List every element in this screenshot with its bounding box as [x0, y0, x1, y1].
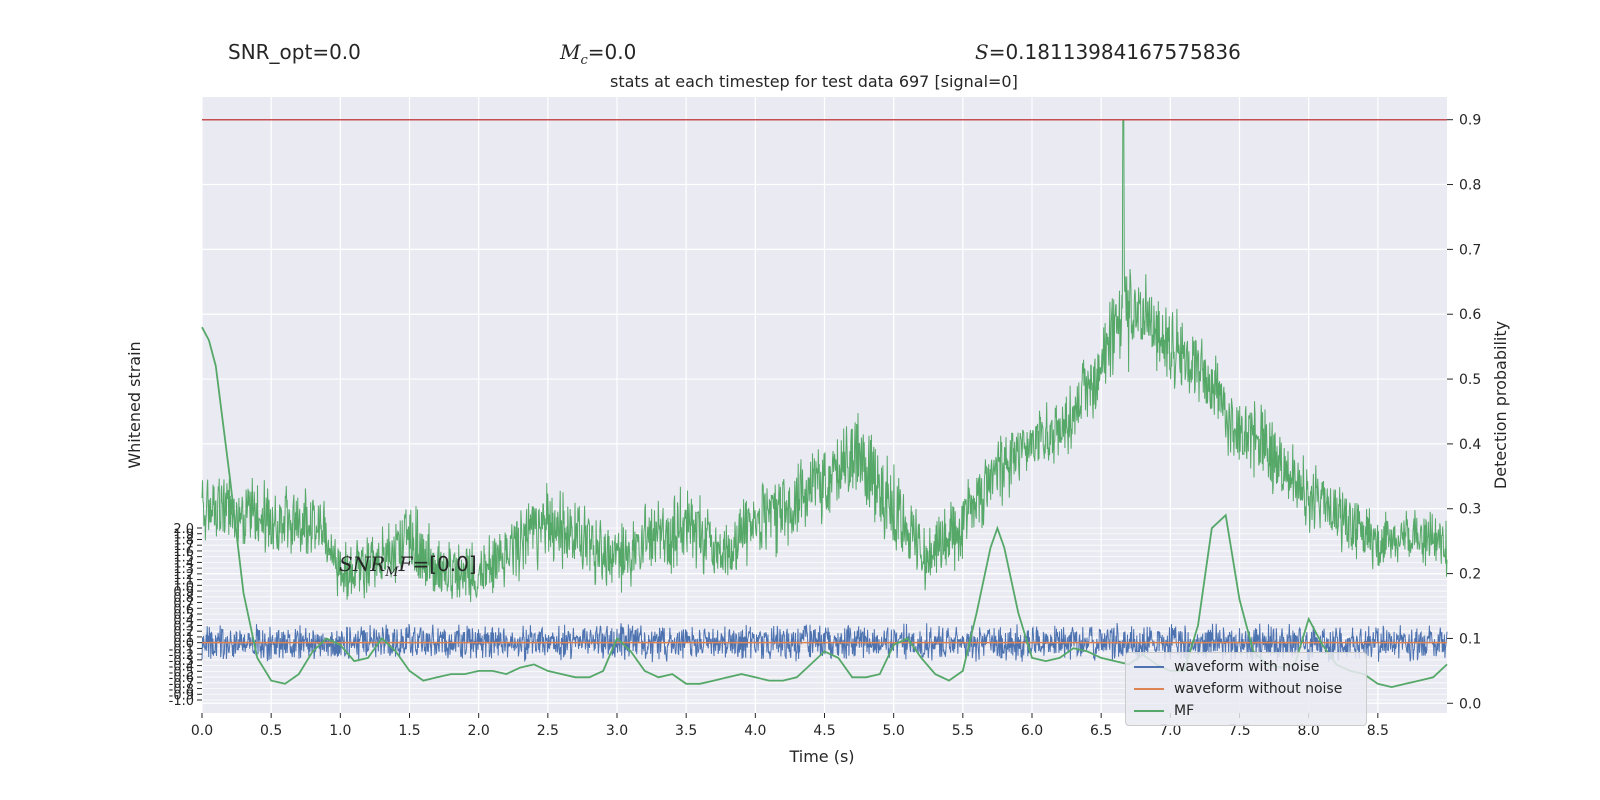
x-tick-label: 5.5	[952, 723, 974, 739]
right-tick-label: 0.7	[1459, 242, 1481, 258]
left-tick-label: 1.6	[173, 545, 194, 560]
x-tick-label: 6.5	[1090, 723, 1112, 739]
x-tick-label: 2.5	[537, 723, 559, 739]
left-tick-label: 1.2	[173, 568, 194, 583]
left-tick-label: -0.4	[169, 660, 194, 675]
x-tick-label: 0.5	[260, 723, 282, 739]
x-tick-label: 8.5	[1367, 723, 1389, 739]
right-tick-label: 0.9	[1459, 113, 1481, 129]
legend-label-mf: MF	[1174, 703, 1195, 719]
x-tick-label: 0.0	[191, 723, 213, 739]
left-tick-label: -0.8	[169, 683, 194, 698]
x-tick-label: 5.0	[883, 723, 905, 739]
chirp-mass-label: Mc=0.0	[560, 40, 636, 68]
left-tick-label: 0.9	[173, 585, 194, 600]
chart-title: stats at each timestep for test data 697…	[610, 72, 1018, 91]
x-tick-label: 1.5	[398, 723, 420, 739]
left-tick-label: 0.8	[173, 591, 194, 606]
s-statistic-label: S=0.18113984167575836	[975, 40, 1241, 64]
x-tick-label: 7.5	[1228, 723, 1250, 739]
left-tick-label: 0.5	[173, 608, 194, 623]
left-tick-label: 1.3	[173, 562, 194, 577]
detection-probability-path	[201, 119, 1448, 603]
left-tick-label: 2.0	[173, 522, 194, 537]
right-tick-label: 0.0	[1459, 696, 1481, 712]
snr-sub: M	[385, 565, 399, 580]
right-tick-label: 0.1	[1459, 631, 1481, 647]
right-tick-label: 0.3	[1459, 502, 1481, 518]
right-axis-ticks: 0.0 0.1 0.2 0.3 0.4 0.5 0.6 0.7 0.8 0.9	[1447, 113, 1481, 712]
left-tick-label: 1.9	[173, 528, 194, 543]
x-tick-label: 3.5	[675, 723, 697, 739]
left-tick-label: 1.7	[173, 539, 194, 554]
snr-mf-annotation: SNRMF=[0.0]	[339, 552, 477, 580]
left-tick-label: 0.2	[173, 625, 194, 640]
legend-item-noise: waveform with noise	[1126, 657, 1319, 677]
mc-value: =0.0	[587, 40, 637, 64]
left-tick-label: 0.1	[173, 631, 194, 646]
left-axis-ticks: -1.0-0.9-0.8-0.7-0.6-0.5-0.4-0.3-0.2-0.1…	[169, 522, 202, 709]
x-axis-label: Time (s)	[788, 747, 854, 766]
mc-symbol: M	[560, 40, 581, 64]
left-tick-label: -0.2	[169, 648, 194, 663]
legend-item-clean: waveform without noise	[1126, 679, 1342, 699]
s-symbol: S	[975, 40, 989, 64]
right-tick-label: 0.6	[1459, 307, 1481, 323]
left-tick-label: -1.0	[169, 694, 194, 709]
detection-probability-line	[201, 119, 1448, 603]
waveform-with-noise-line	[201, 622, 1448, 663]
right-tick-label: 0.4	[1459, 437, 1481, 453]
x-tick-label: 3.0	[606, 723, 628, 739]
left-tick-label: 1.4	[173, 556, 194, 571]
left-tick-label: 0.3	[173, 619, 194, 634]
x-tick-label: 8.0	[1298, 723, 1320, 739]
snr-f: F	[398, 552, 413, 576]
left-tick-label: 1.0	[173, 579, 194, 594]
left-tick-label: -0.6	[169, 671, 194, 686]
right-tick-label: 0.8	[1459, 178, 1481, 194]
left-tick-label: 0.0	[173, 637, 194, 652]
left-axis-label: Whitened strain	[125, 341, 144, 468]
left-tick-label: -0.1	[169, 642, 194, 657]
legend-label-clean: waveform without noise	[1174, 681, 1343, 697]
left-tick-label: -0.3	[169, 654, 194, 669]
left-tick-label: 1.5	[173, 551, 194, 566]
right-axis-label: Detection probability	[1491, 321, 1510, 489]
legend-swatch-noise	[1134, 666, 1164, 668]
s-value: =0.18113984167575836	[988, 40, 1241, 64]
left-tick-label: -0.7	[169, 677, 194, 692]
x-tick-label: 4.5	[813, 723, 835, 739]
legend: waveform with noise waveform without noi…	[1125, 652, 1367, 726]
legend-swatch-clean	[1134, 688, 1164, 690]
left-tick-label: 1.1	[173, 574, 194, 589]
x-tick-label: 2.0	[468, 723, 490, 739]
mc-sub: c	[580, 53, 588, 68]
left-tick-label: 1.8	[173, 533, 194, 548]
legend-label-noise: waveform with noise	[1174, 659, 1320, 675]
x-tick-label: 7.0	[1159, 723, 1181, 739]
snr-value: =[0.0]	[412, 552, 477, 576]
mf-line	[201, 326, 1448, 689]
x-tick-label: 4.0	[744, 723, 766, 739]
left-tick-label: 0.7	[173, 597, 194, 612]
waveform-with-noise-path	[201, 622, 1448, 663]
left-tick-label: -0.5	[169, 665, 194, 680]
right-tick-label: 0.5	[1459, 372, 1481, 388]
left-tick-label: -0.9	[169, 688, 194, 703]
snr-symbol: SNR	[339, 552, 386, 576]
left-tick-label: 0.6	[173, 602, 194, 617]
right-tick-label: 0.2	[1459, 567, 1481, 583]
snr-opt-label: SNR_opt=0.0	[228, 40, 361, 64]
legend-swatch-mf	[1134, 710, 1164, 712]
left-tick-label: 0.4	[173, 614, 194, 629]
x-tick-label: 6.0	[1021, 723, 1043, 739]
legend-item-mf: MF	[1126, 701, 1194, 721]
x-tick-label: 1.0	[329, 723, 351, 739]
